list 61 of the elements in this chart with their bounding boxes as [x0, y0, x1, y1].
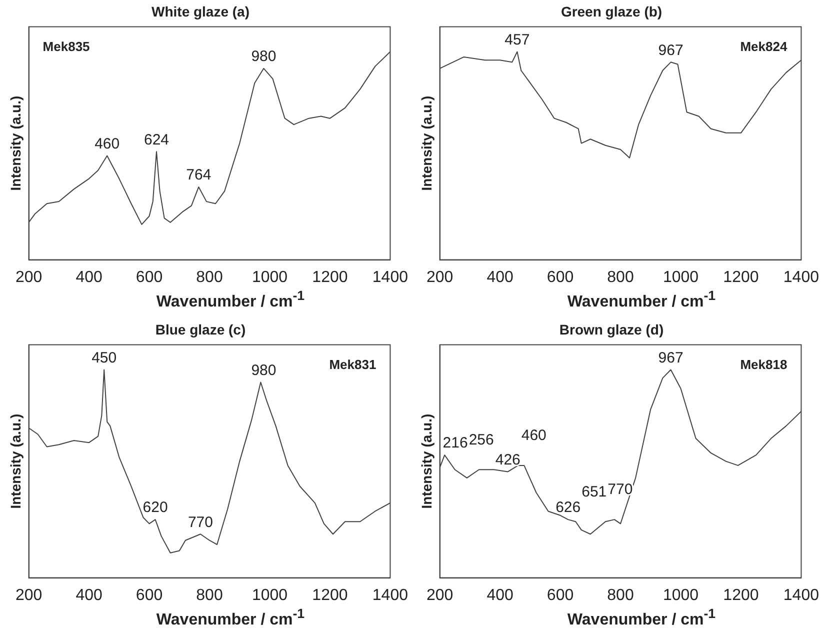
x-tick-label: 1400 [372, 586, 408, 604]
annotation: 980 [251, 362, 276, 379]
x-tick-label: 400 [486, 268, 514, 286]
x-tick-label: 1200 [312, 586, 348, 604]
chart-title: Green glaze (b) [560, 3, 662, 20]
x-tick-label: 1200 [312, 268, 348, 286]
y-axis-title: Intensity (a.u.) [7, 96, 24, 191]
x-tick-label: 600 [136, 268, 163, 286]
annotation: 460 [521, 427, 546, 444]
x-tick-label: 800 [196, 586, 223, 604]
annotation: 620 [142, 499, 168, 516]
annotation: 256 [468, 431, 494, 448]
x-tick-label: 1400 [783, 268, 820, 286]
x-tick-label: 1000 [662, 586, 699, 604]
chart-title: Blue glaze (c) [155, 321, 246, 338]
x-tick-label: 800 [607, 268, 634, 286]
annotation: 624 [144, 131, 170, 148]
x-tick-label: 400 [76, 268, 102, 286]
annotation: Mek831 [329, 356, 376, 372]
y-axis-title: Intensity (a.u.) [418, 96, 434, 191]
y-axis-title: Intensity (a.u.) [418, 414, 434, 509]
x-tick-label: 600 [136, 586, 163, 604]
annotation: 764 [186, 166, 212, 184]
x-tick-label: 1200 [723, 586, 759, 604]
annotation: 651 [582, 483, 607, 500]
annotation: Mek818 [740, 356, 788, 372]
x-tick-label: 1400 [372, 268, 408, 286]
x-tick-label: 800 [607, 586, 634, 604]
x-tick-label: 1000 [252, 586, 288, 604]
x-tick-label: 600 [546, 268, 574, 286]
x-tick-label: 600 [546, 586, 574, 604]
x-tick-label: 400 [486, 586, 514, 604]
annotation: Mek824 [740, 38, 788, 54]
x-tick-label: 1400 [783, 586, 820, 604]
x-tick-label: 200 [426, 586, 454, 604]
annotation: 626 [556, 499, 581, 516]
x-axis-title: Wavenumber / cm$^{-1}$ [566, 288, 717, 312]
x-tick-label: 400 [76, 586, 102, 604]
annotation: 460 [94, 135, 120, 152]
x-tick-label: 200 [15, 268, 42, 286]
x-tick-label: 1000 [662, 268, 699, 286]
annotation: 426 [495, 451, 520, 468]
annotation: 450 [92, 349, 117, 366]
annotation: 770 [188, 514, 213, 531]
chart-title: White glaze (a) [151, 3, 250, 20]
x-tick-label: 1000 [252, 268, 288, 286]
annotation: 980 [251, 48, 276, 66]
annotation: 216 [442, 434, 468, 452]
annotation: 967 [658, 349, 684, 366]
x-axis-title: Wavenumber / cm$^{-1}$ [155, 606, 306, 630]
x-axis-title: Wavenumber / cm$^{-1}$ [155, 288, 306, 312]
x-tick-label: 200 [426, 268, 454, 286]
annotation: Mek835 [42, 38, 90, 54]
annotation: 967 [658, 42, 684, 59]
x-tick-label: 200 [15, 586, 42, 604]
y-axis-title: Intensity (a.u.) [7, 414, 24, 509]
x-axis-title: Wavenumber / cm$^{-1}$ [566, 606, 717, 630]
chart-title: Brown glaze (d) [559, 321, 664, 338]
annotation: 457 [504, 31, 530, 48]
x-tick-label: 800 [196, 268, 223, 286]
x-tick-label: 1200 [723, 268, 759, 286]
